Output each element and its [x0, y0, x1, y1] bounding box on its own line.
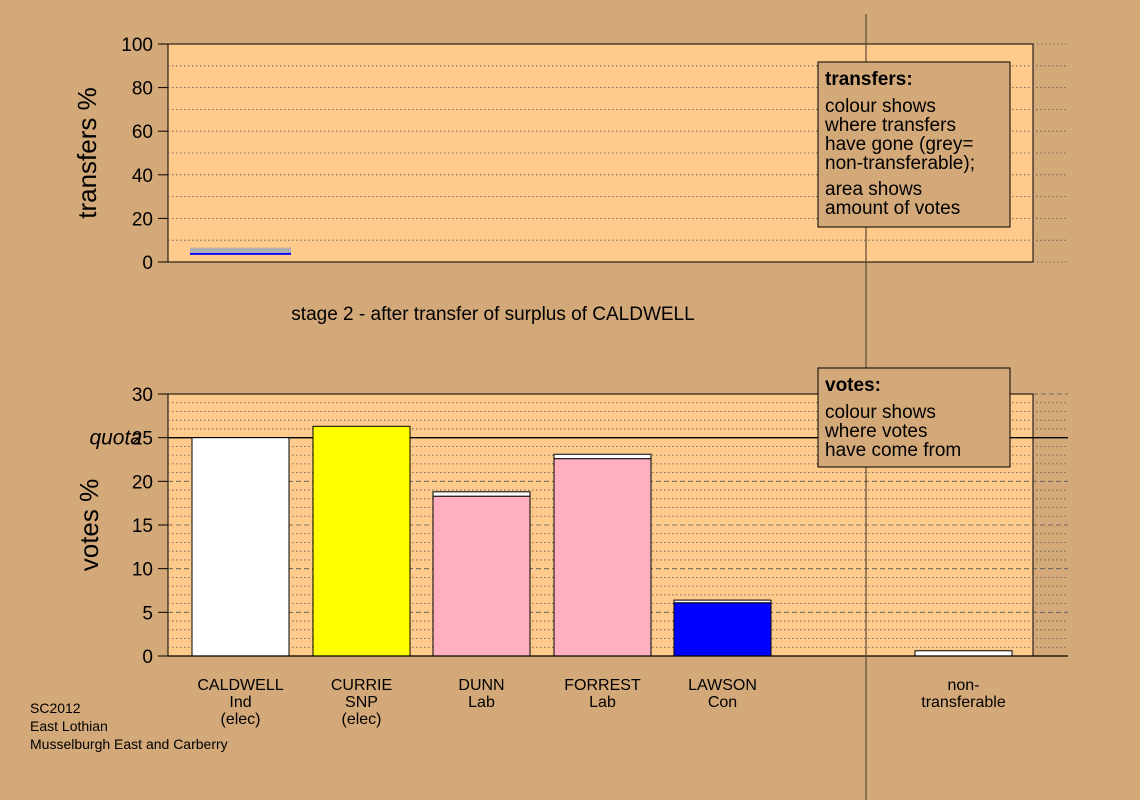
votes-y-tick-label: 0 [142, 647, 153, 668]
footer-line: Musselburgh East and Carberry [30, 736, 228, 752]
vote-bar-transfer-segment [553, 453, 652, 460]
footer-line: SC2012 [30, 700, 81, 716]
vote-bar-transfer-segment [914, 650, 1013, 657]
transfers-y-tick-label: 0 [142, 253, 153, 274]
votes-box-line: colour shows [825, 402, 936, 423]
vote-bar-transfer-segment [432, 491, 531, 497]
vote-bar [673, 602, 772, 657]
candidate-label: (elec) [220, 711, 260, 728]
transfer-bar-segment [190, 252, 291, 255]
candidate-label: (elec) [341, 711, 381, 728]
votes-box-title: votes: [825, 375, 881, 396]
transfers-y-tick-label: 80 [132, 79, 153, 100]
transfers-box-line: non-transferable); [825, 153, 975, 174]
transfers-legend-box: transfers: colour shows where transfers … [817, 61, 1011, 228]
candidate-label: non- [947, 677, 979, 694]
votes-y-axis-label: votes % [74, 479, 104, 572]
vote-bar [553, 458, 652, 657]
transfers-y-tick-label: 20 [132, 209, 153, 230]
vote-bar-transfer-segment [673, 599, 772, 604]
candidate-label: transferable [921, 694, 1006, 711]
candidate-label: CURRIE [331, 677, 392, 694]
transfers-box-line: area shows [825, 179, 922, 200]
votes-y-tick-label: 25 [132, 429, 153, 450]
votes-box-line: where votes [824, 421, 927, 442]
transfers-box-line: where transfers [824, 115, 956, 136]
transfers-box-line: colour shows [825, 96, 936, 117]
transfers-y-tick-label: 40 [132, 166, 153, 187]
transfers-y-tick-label: 100 [121, 35, 153, 56]
candidate-label: DUNN [458, 677, 504, 694]
candidate-label: FORREST [564, 677, 641, 694]
vote-bar [312, 425, 411, 657]
transfer-bar-segment [190, 247, 291, 253]
quota-label: quota [89, 427, 142, 450]
candidate-label: LAWSON [688, 677, 757, 694]
candidate-label: Con [708, 694, 737, 711]
votes-y-tick-label: 10 [132, 560, 153, 581]
stage-title: stage 2 - after transfer of surplus of C… [291, 304, 694, 325]
candidate-label: CALDWELL [197, 677, 283, 694]
transfers-box-line: amount of votes [825, 198, 960, 219]
candidate-label: Lab [468, 694, 495, 711]
candidate-label: SNP [345, 694, 378, 711]
transfers-box-title: transfers: [825, 69, 913, 90]
vote-bar [432, 495, 531, 657]
candidate-label: Ind [229, 694, 251, 711]
votes-y-tick-label: 15 [132, 516, 153, 537]
vote-bar [191, 437, 290, 657]
candidate-label: Lab [589, 694, 616, 711]
votes-y-tick-label: 20 [132, 472, 153, 493]
transfers-box-line: have gone (grey= [825, 134, 973, 155]
transfers-y-axis-label: transfers % [72, 87, 102, 219]
votes-y-tick-label: 30 [132, 385, 153, 406]
footer-line: East Lothian [30, 718, 108, 734]
votes-y-tick-label: 5 [142, 603, 153, 624]
transfers-y-tick-label: 60 [132, 122, 153, 143]
votes-legend-box: votes: colour shows where votes have com… [817, 367, 1011, 468]
votes-box-line: have come from [825, 440, 961, 461]
